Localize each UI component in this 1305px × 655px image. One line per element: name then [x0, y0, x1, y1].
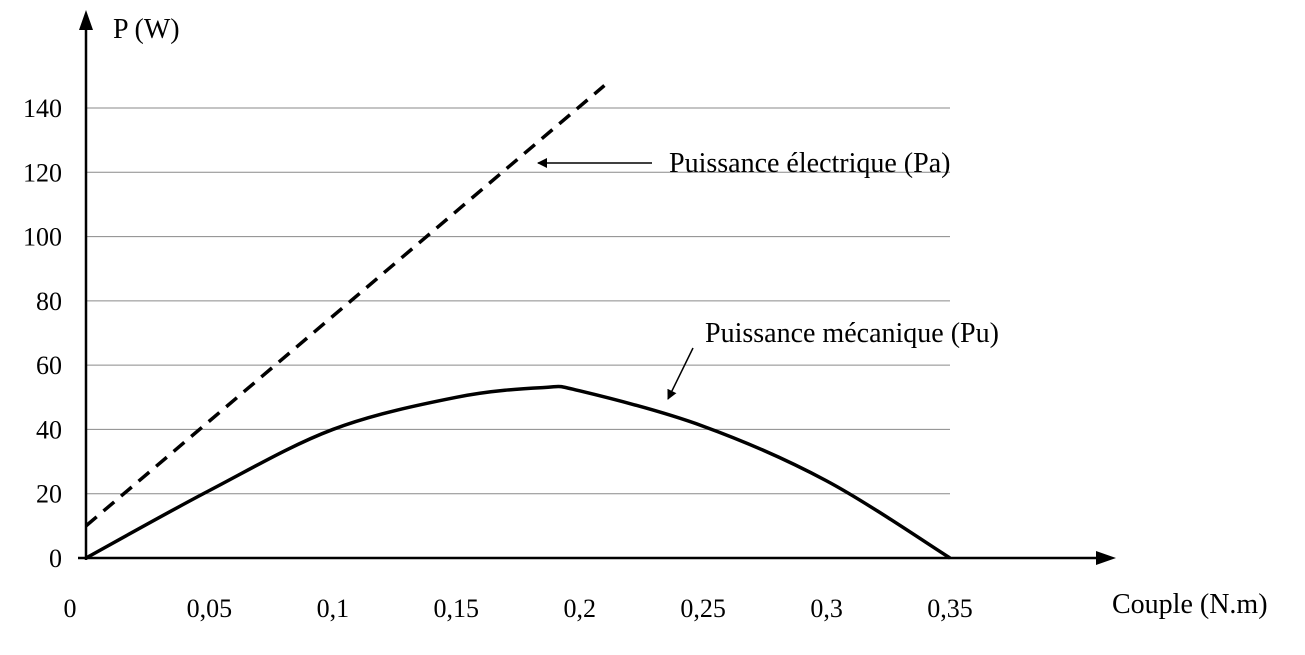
x-axis-title: Couple (N.m) [1112, 589, 1268, 620]
annotation-label-pu: Puissance mécanique (Pu) [705, 318, 999, 349]
x-tick-label: 0,05 [187, 594, 233, 623]
y-tick-label: 80 [36, 287, 62, 316]
gridlines [86, 107, 950, 495]
annotation-arrow-pu [667, 347, 694, 400]
x-tick-label: 0,25 [680, 594, 726, 623]
y-axis-title: P (W) [113, 14, 180, 45]
y-tick-label: 40 [36, 415, 62, 444]
x-axis-arrow-icon [1096, 551, 1116, 565]
y-tick-label: 100 [23, 223, 62, 252]
x-tick-labels: 0 0,05 0,1 0,15 0,2 0,25 0,3 0,35 [64, 594, 973, 623]
y-axis-arrow-icon [79, 10, 93, 30]
y-tick-label: 20 [36, 480, 62, 509]
y-tick-label: 60 [36, 351, 62, 380]
series-group [84, 84, 951, 560]
x-tick-label: 0,2 [563, 594, 596, 623]
series-line-pa [84, 84, 606, 528]
annotation-label-pa: Puissance électrique (Pa) [669, 148, 950, 179]
x-tick-label: 0 [64, 594, 77, 623]
x-tick-label: 0,1 [317, 594, 350, 623]
y-tick-labels: 0 20 40 60 80 100 120 140 [23, 94, 62, 573]
y-tick-label: 0 [49, 544, 62, 573]
y-tick-label: 120 [23, 158, 62, 187]
x-tick-label: 0,15 [434, 594, 480, 623]
x-tick-label: 0,35 [927, 594, 973, 623]
x-tick-label: 0,3 [810, 594, 843, 623]
y-tick-label: 140 [23, 94, 62, 123]
series-line-pu [85, 384, 951, 560]
